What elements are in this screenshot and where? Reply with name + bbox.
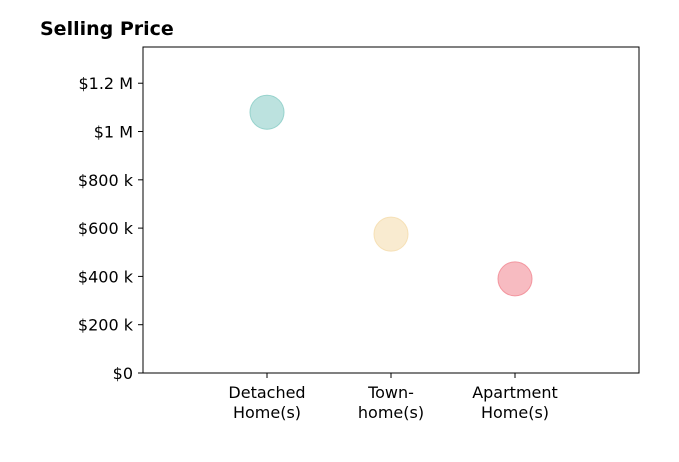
y-tick-label: $400 k [78, 267, 134, 286]
x-tick-label-line: home(s) [358, 403, 424, 422]
x-tick-label: Apartment Home(s) [472, 383, 558, 422]
x-tick-label-line: Apartment [472, 383, 558, 402]
data-points [249, 94, 533, 297]
chart-title: Selling Price [40, 18, 174, 40]
y-tick-label: $1 M [94, 123, 133, 142]
y-axis: $0 $200 k $400 k $600 k $800 k $1 M $1.2 M [78, 74, 143, 383]
x-tick-label: Town-home(s) [358, 383, 424, 422]
data-point [249, 94, 285, 130]
y-tick-label: $0 [113, 364, 133, 383]
data-point [497, 261, 533, 297]
x-tick-label-line: Detached [228, 383, 305, 402]
y-tick-label: $1.2 M [78, 74, 133, 93]
data-point [373, 216, 409, 252]
x-tick-label-line: Town- [367, 383, 414, 402]
y-tick-label: $600 k [78, 219, 134, 238]
x-tick-label-line: Home(s) [233, 403, 301, 422]
x-tick-label: Detached Home(s) [228, 383, 305, 422]
y-tick-label: $800 k [78, 171, 134, 190]
x-tick-label-line: Home(s) [481, 403, 549, 422]
y-tick-label: $200 k [78, 316, 134, 335]
x-axis: Detached Home(s)Town-home(s)Apartment Home… [228, 373, 558, 422]
plot-frame [142, 46, 640, 374]
